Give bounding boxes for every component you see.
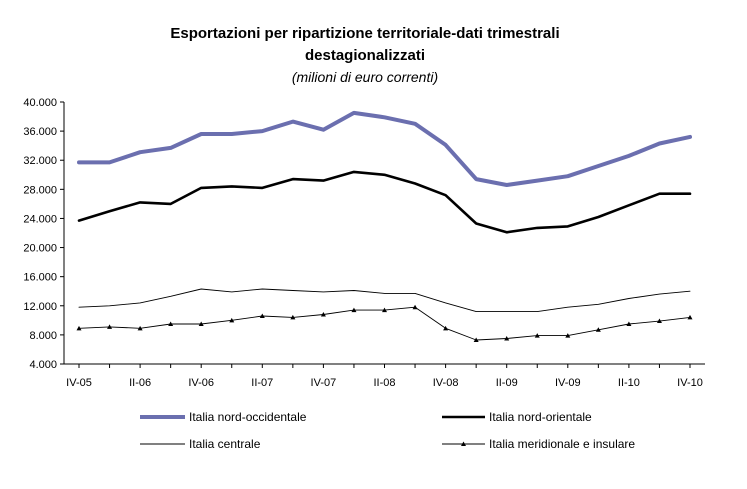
- series-line-1: [77, 110, 692, 187]
- x-tick-label: IV-07: [311, 377, 337, 389]
- legend-label-1: Italia nord-occidentale: [189, 410, 307, 424]
- y-tick-label: 12.000: [23, 301, 57, 313]
- data-point-marker: [76, 325, 82, 331]
- chart-subtitle: (milioni di euro correnti): [292, 69, 438, 85]
- series-line-2: [77, 170, 692, 234]
- data-point-marker: [565, 333, 571, 338]
- data-point-marker: [198, 321, 204, 326]
- y-tick-label: 36.000: [23, 126, 57, 138]
- data-point-marker: [443, 325, 449, 331]
- data-point-marker: [595, 327, 601, 332]
- data-point-marker: [259, 313, 265, 318]
- data-point-marker: [534, 333, 540, 338]
- data-point-marker: [687, 314, 693, 320]
- series-line-3: [78, 288, 691, 313]
- data-point-marker: [473, 337, 479, 342]
- x-tick-label: IV-08: [433, 377, 459, 389]
- x-tick-label: II-07: [251, 377, 273, 389]
- data-point-marker: [382, 307, 387, 313]
- data-point-marker: [229, 317, 235, 323]
- data-point-marker: [626, 321, 632, 326]
- data-point-marker: [412, 304, 418, 310]
- y-tick-label: 24.000: [23, 213, 57, 225]
- y-tick-label: 20.000: [23, 243, 57, 255]
- data-point-marker: [320, 312, 326, 317]
- x-tick-label: II-09: [496, 377, 518, 389]
- legend-label-4: Italia meridionale e insulare: [489, 437, 635, 451]
- x-tick-label: IV-05: [66, 377, 92, 389]
- data-point-marker: [351, 307, 357, 313]
- x-tick-label: II-10: [618, 377, 640, 389]
- x-tick-label: IV-09: [555, 377, 581, 389]
- x-tick-label: IV-10: [677, 377, 703, 389]
- legend-marker: [461, 441, 466, 446]
- data-point-marker: [656, 318, 662, 324]
- y-tick-label: 28.000: [23, 184, 57, 196]
- data-point-marker: [137, 325, 143, 331]
- x-tick-label: II-06: [129, 377, 151, 389]
- x-tick-label: IV-06: [188, 377, 214, 389]
- y-tick-label: 16.000: [23, 272, 57, 284]
- legend-label-2: Italia nord-orientale: [489, 410, 592, 424]
- y-tick-label: 8.000: [29, 330, 57, 342]
- data-point-marker: [290, 314, 296, 320]
- legend-label-3: Italia centrale: [189, 437, 261, 451]
- series-layer: [76, 110, 693, 342]
- data-point-marker: [107, 324, 113, 329]
- chart-title: Esportazioni per ripartizione territoria…: [170, 25, 559, 42]
- y-tick-label: 40.000: [23, 97, 57, 109]
- legend: Italia nord-occidentale Italia nord-orien…: [140, 410, 635, 451]
- y-tick-label: 4.000: [29, 359, 57, 371]
- axes: 4.000 8.000 12.000 16.000 20.000 24.000 28.000…: [23, 97, 705, 389]
- y-tick-label: 32.000: [23, 155, 57, 167]
- chart-title-line2: destagionalizzati: [305, 47, 425, 64]
- x-tick-label: II-08: [373, 377, 395, 389]
- data-point-marker: [504, 336, 510, 341]
- data-point-marker: [168, 321, 174, 326]
